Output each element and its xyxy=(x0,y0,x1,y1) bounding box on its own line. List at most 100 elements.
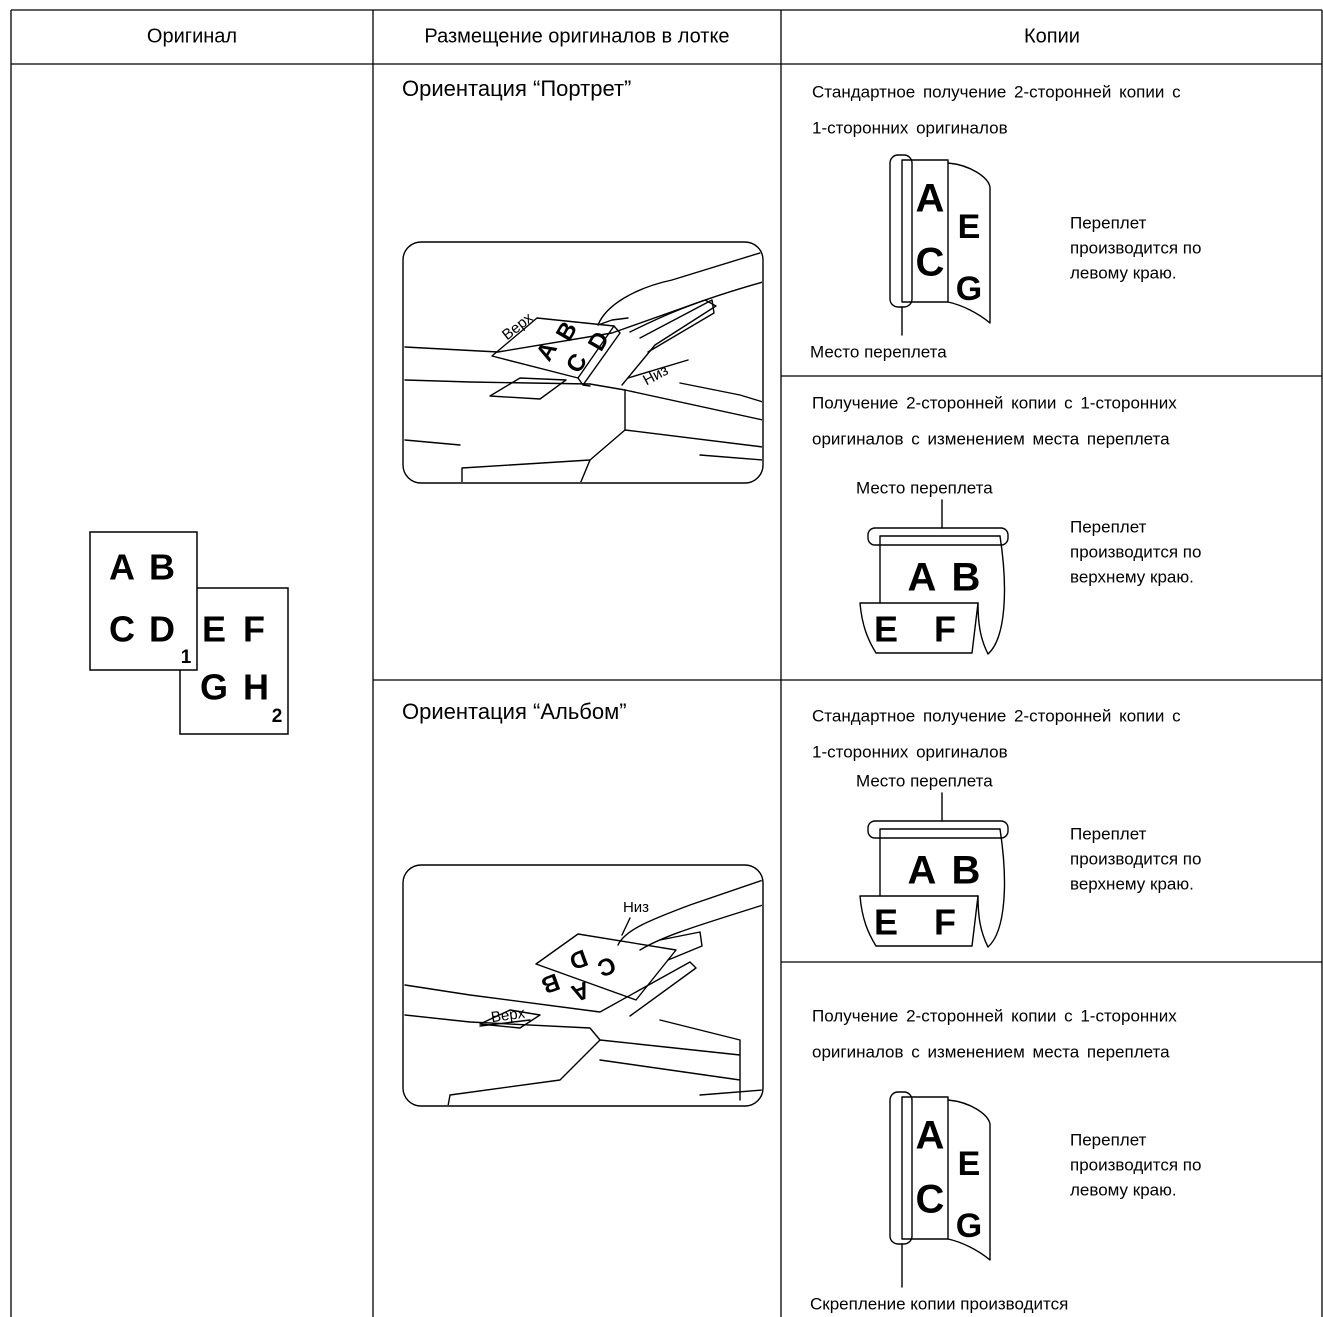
description-line: оригиналов с изменением места переплета xyxy=(812,1042,1170,1061)
description-line: оригиналов с изменением места переплета xyxy=(812,429,1170,448)
description-line: Стандартное получение 2-сторонней копии … xyxy=(812,706,1181,725)
letter: C xyxy=(916,241,945,285)
binding-bracket xyxy=(889,1091,913,1245)
binding-bracket xyxy=(867,820,1009,839)
note-line: производится по xyxy=(1070,542,1201,561)
front-page xyxy=(879,535,1001,604)
description-line: Стандартное получение 2-сторонней копии … xyxy=(812,82,1181,101)
note-line: производится по xyxy=(1070,849,1201,868)
feeder-body xyxy=(404,1014,601,1105)
letter: F xyxy=(934,902,956,943)
tray-label: Низ xyxy=(623,899,649,916)
note-line: верхнему краю. xyxy=(1070,874,1194,893)
hand xyxy=(597,251,762,333)
page xyxy=(89,531,198,671)
note-line: Переплет xyxy=(1070,824,1147,843)
note-line: производится по xyxy=(1070,238,1201,257)
letter: A xyxy=(908,849,937,893)
tray-label: Верх xyxy=(499,309,537,344)
note-line: верхнему краю. xyxy=(1070,567,1194,586)
letter: E xyxy=(958,208,981,246)
column-header: Копии xyxy=(1024,25,1080,47)
page xyxy=(179,587,289,735)
curl xyxy=(977,535,1006,655)
note-line: левому краю. xyxy=(1070,1180,1177,1199)
feeder-extension xyxy=(659,931,703,961)
letter: 1 xyxy=(181,647,192,668)
binding-bracket xyxy=(867,527,1009,546)
letter: B xyxy=(952,849,981,893)
note-line: Переплет xyxy=(1070,517,1147,536)
note-line: левому краю. xyxy=(1070,263,1177,282)
machine-lines xyxy=(599,1019,762,1101)
note-line: Переплет xyxy=(1070,1130,1147,1149)
tray-frame xyxy=(402,864,764,1107)
binding-label: Скрепление копии производится xyxy=(810,1294,1068,1313)
feeder-extension xyxy=(639,299,715,353)
machine-lines xyxy=(404,382,762,482)
letter: D xyxy=(149,609,175,650)
slot xyxy=(479,1009,541,1029)
letter: A xyxy=(109,547,135,588)
letter: B xyxy=(952,556,981,600)
tray-illustration xyxy=(404,879,762,1105)
binding-label: Место переплета xyxy=(856,771,993,790)
back-page xyxy=(859,602,979,654)
feeder-body xyxy=(404,379,626,482)
sheet xyxy=(535,933,677,1001)
letter: C xyxy=(109,609,135,650)
column-header: Оригинал xyxy=(147,25,237,47)
letter: F xyxy=(934,609,956,650)
letter: E xyxy=(958,1145,981,1183)
hand xyxy=(617,879,762,951)
letter: C xyxy=(594,950,620,981)
label-mark xyxy=(479,917,631,1027)
back-page xyxy=(947,1099,991,1261)
letter: A xyxy=(916,177,945,221)
tray-frame xyxy=(402,241,764,484)
front-page xyxy=(901,159,949,303)
back-page xyxy=(947,162,991,324)
sheet xyxy=(491,317,615,379)
orientation-heading: Ориентация “Портрет” xyxy=(402,76,631,101)
front-page xyxy=(879,828,1001,897)
front-page xyxy=(901,1096,949,1240)
letter: G xyxy=(200,667,228,708)
letter: C xyxy=(561,349,593,378)
tray-label: Верх xyxy=(490,1005,527,1027)
note-line: производится по xyxy=(1070,1155,1201,1174)
binding-label: Место переплета xyxy=(810,342,947,361)
letter: C xyxy=(916,1178,945,1222)
binding-label: Место переплета xyxy=(856,478,993,497)
letter: D xyxy=(566,943,592,974)
letter: E xyxy=(202,609,226,650)
letter: A xyxy=(916,1114,945,1158)
tray-illustration xyxy=(404,251,762,482)
letter: B xyxy=(149,547,175,588)
description-line: Получение 2-сторонней копии с 1-сторонни… xyxy=(812,393,1177,412)
table-grid xyxy=(10,9,1323,1317)
slot xyxy=(489,377,567,400)
curl xyxy=(977,828,1006,948)
orientation-heading: Ориентация “Альбом” xyxy=(402,699,627,724)
description-line: 1-сторонних оригиналов xyxy=(812,742,1008,761)
binding-bracket xyxy=(889,154,913,308)
letter: F xyxy=(243,609,265,650)
letter: E xyxy=(874,609,898,650)
feeder-top xyxy=(404,961,697,1017)
letter: H xyxy=(243,667,269,708)
description-line: 1-сторонних оригиналов xyxy=(812,118,1008,137)
letter: G xyxy=(956,270,982,308)
letter: A xyxy=(568,975,594,1006)
paper-stack xyxy=(577,325,621,387)
back-page xyxy=(859,895,979,947)
letter: E xyxy=(874,902,898,943)
note-line: Переплет xyxy=(1070,213,1147,232)
column-header: Размещение оригиналов в лотке xyxy=(424,25,729,47)
letter: 2 xyxy=(272,706,283,727)
letter: B xyxy=(551,317,583,346)
label-mark xyxy=(627,359,689,379)
letter: A xyxy=(908,556,937,600)
